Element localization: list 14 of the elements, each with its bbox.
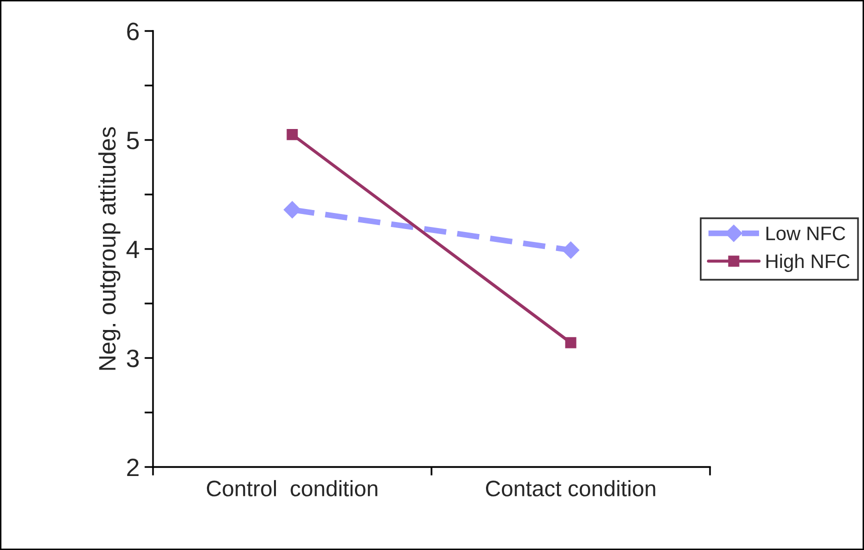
y-tick-label: 2: [127, 458, 139, 476]
y-axis-title: Neg. outgroup attitudes: [98, 127, 120, 370]
y-tick-label: 6: [127, 22, 139, 40]
y-tick-label: 4: [126, 240, 140, 258]
point: [562, 242, 580, 259]
point: [286, 128, 298, 140]
y-tick-label: 5: [126, 132, 139, 150]
point: [284, 201, 301, 218]
x-tick-label: Contact condition: [486, 480, 656, 496]
legend-label: Low NFC: [766, 226, 846, 240]
point: [565, 337, 576, 348]
legend-label: High NFC: [766, 254, 850, 272]
y-tick-label: 3: [126, 350, 139, 368]
x-tick-label: Control condition: [206, 480, 378, 496]
